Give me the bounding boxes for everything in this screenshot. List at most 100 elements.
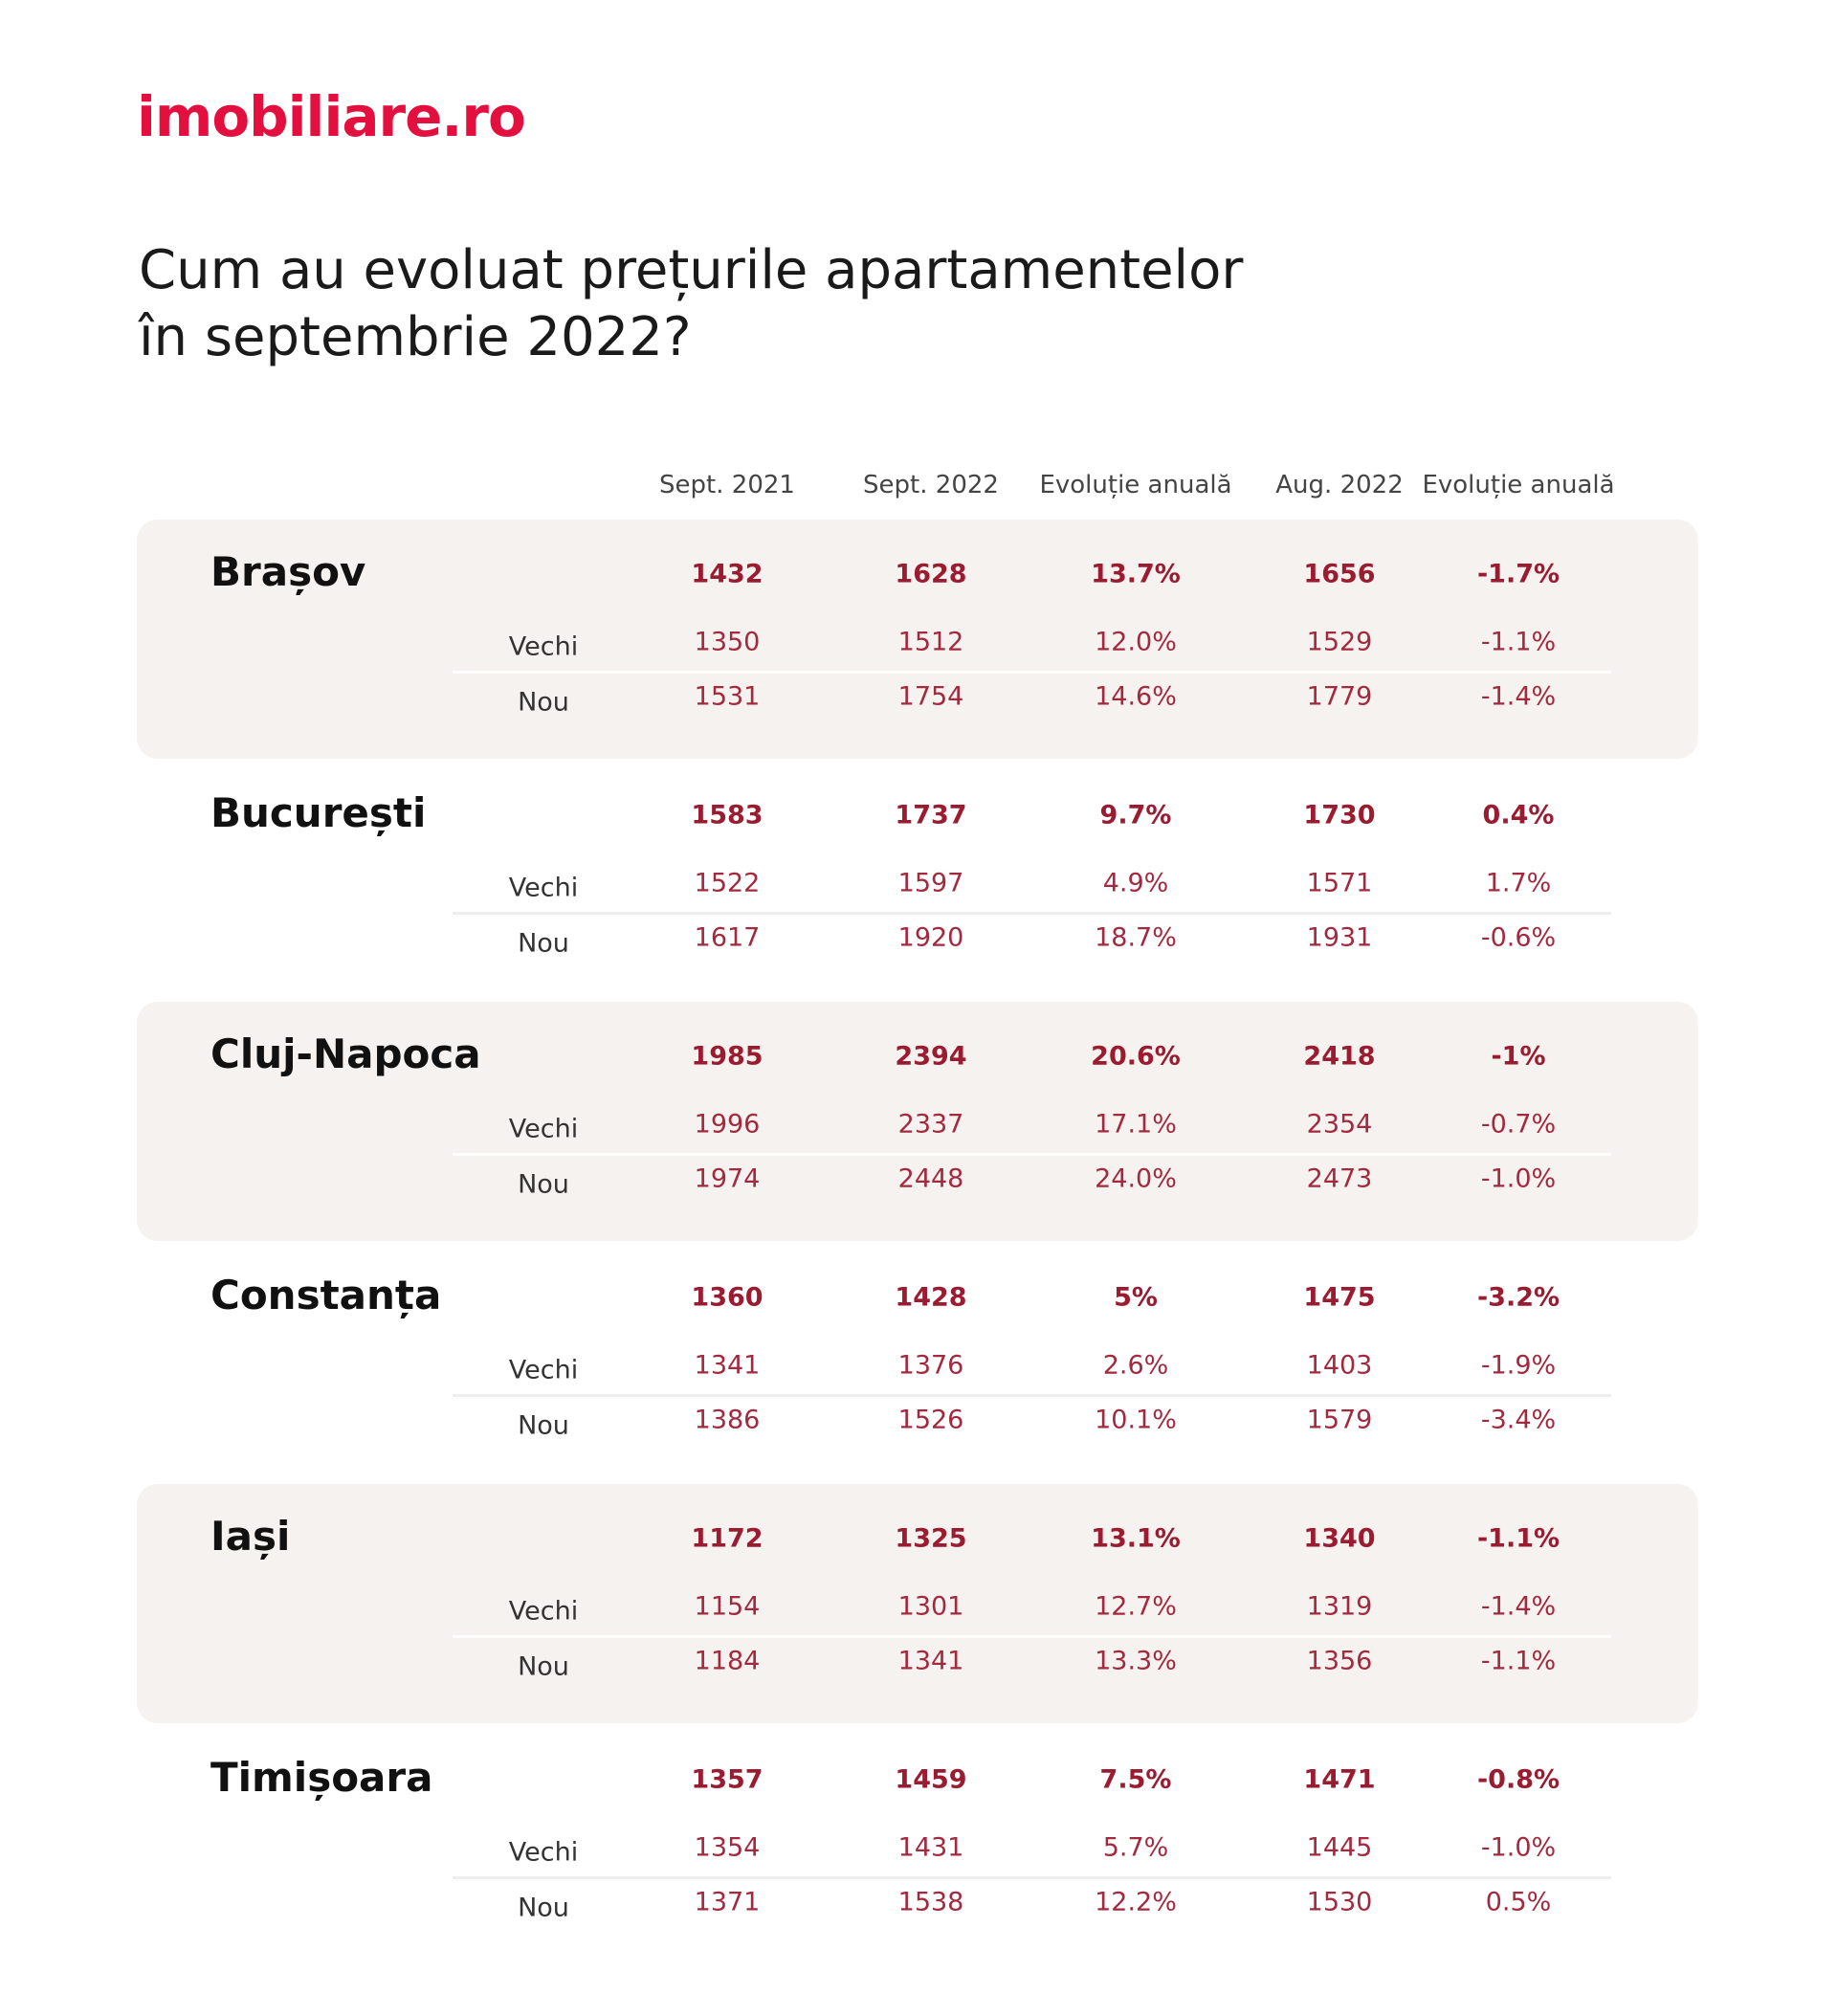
value-total: -1.7% xyxy=(1476,559,1560,589)
value-old: 1431 xyxy=(897,1832,964,1863)
value-new: 1386 xyxy=(694,1405,761,1435)
value-total: 1357 xyxy=(691,1764,764,1795)
value-new: -0.6% xyxy=(1480,922,1557,953)
row-divider xyxy=(453,1635,1611,1638)
value-old: 2337 xyxy=(897,1109,964,1140)
value-total: 5% xyxy=(1114,1282,1158,1313)
value-total: -1% xyxy=(1491,1041,1546,1072)
value-old: 2.6% xyxy=(1102,1350,1169,1381)
value-total: 1428 xyxy=(895,1282,967,1313)
city-block: Brașov Vechi Nou 1432 1628 13.7% 1656 -1.7% 1350… xyxy=(137,520,1698,759)
row-divider xyxy=(453,1876,1611,1879)
value-new: 14.6% xyxy=(1095,681,1177,712)
value-total: -3.2% xyxy=(1476,1282,1560,1313)
value-old: -0.7% xyxy=(1480,1109,1557,1140)
value-old: 1301 xyxy=(897,1591,964,1622)
value-old: 5.7% xyxy=(1102,1832,1169,1863)
column-header: Evoluție anuală xyxy=(1039,471,1232,499)
value-new: 1530 xyxy=(1306,1887,1373,1917)
value-total: 1471 xyxy=(1303,1764,1376,1795)
row-label-old: Vechi xyxy=(508,1596,579,1627)
value-total: 13.7% xyxy=(1091,559,1181,589)
value-new: 13.3% xyxy=(1095,1646,1177,1676)
column-header: Evoluție anuală xyxy=(1422,471,1615,499)
value-old: 1512 xyxy=(897,627,964,657)
value-old: 1341 xyxy=(694,1350,761,1381)
value-old: 1597 xyxy=(897,868,964,898)
value-new: 1356 xyxy=(1306,1646,1373,1676)
value-new: 1931 xyxy=(1306,922,1373,953)
value-old: 1571 xyxy=(1306,868,1373,898)
value-old: 12.0% xyxy=(1095,627,1177,657)
value-total: 1432 xyxy=(691,559,764,589)
value-total: 13.1% xyxy=(1091,1523,1181,1554)
column-header: Aug. 2022 xyxy=(1275,471,1404,499)
value-old: 1319 xyxy=(1306,1591,1373,1622)
row-divider xyxy=(453,1394,1611,1397)
value-total: 2394 xyxy=(895,1041,967,1072)
city-name: Brașov xyxy=(210,548,366,595)
value-total: 1730 xyxy=(1303,800,1376,831)
row-label-old: Vechi xyxy=(508,1837,579,1868)
title-line-2: în septembrie 2022? xyxy=(139,306,692,368)
value-new: 1579 xyxy=(1306,1405,1373,1435)
row-divider xyxy=(453,912,1611,915)
city-name: București xyxy=(210,789,427,836)
value-new: 1371 xyxy=(694,1887,761,1917)
value-new: 1526 xyxy=(897,1405,964,1435)
value-old: 2354 xyxy=(1306,1109,1373,1140)
row-label-new: Nou xyxy=(518,928,569,959)
value-old: -1.4% xyxy=(1480,1591,1557,1622)
value-old: 4.9% xyxy=(1102,868,1169,898)
value-old: 1403 xyxy=(1306,1350,1373,1381)
value-old: -1.1% xyxy=(1480,627,1557,657)
value-total: 1459 xyxy=(895,1764,967,1795)
value-old: 12.7% xyxy=(1095,1591,1177,1622)
page-title: Cum au evoluat prețurile apartamentelor … xyxy=(139,237,1478,371)
city-name: Constanța xyxy=(210,1272,442,1318)
value-total: 9.7% xyxy=(1099,800,1172,831)
value-new: 12.2% xyxy=(1095,1887,1177,1917)
row-label-old: Vechi xyxy=(508,1114,579,1144)
value-total: 20.6% xyxy=(1091,1041,1181,1072)
value-total: 1172 xyxy=(691,1523,764,1554)
value-new: 1531 xyxy=(694,681,761,712)
value-new: 1184 xyxy=(694,1646,761,1676)
value-total: 7.5% xyxy=(1099,1764,1172,1795)
row-label-new: Nou xyxy=(518,1893,569,1923)
value-old: 1354 xyxy=(694,1832,761,1863)
value-total: -0.8% xyxy=(1476,1764,1560,1795)
city-name: Cluj-Napoca xyxy=(210,1030,481,1077)
column-header: Sept. 2021 xyxy=(659,471,795,499)
row-label-new: Nou xyxy=(518,1410,569,1441)
value-new: 1617 xyxy=(694,922,761,953)
value-total: 1340 xyxy=(1303,1523,1376,1554)
value-total: 1628 xyxy=(895,559,967,589)
row-label-new: Nou xyxy=(518,1169,569,1200)
city-block: Cluj-Napoca Vechi Nou 1985 2394 20.6% 2418 -1% 1… xyxy=(137,1002,1698,1241)
row-label-new: Nou xyxy=(518,687,569,718)
value-total: 1475 xyxy=(1303,1282,1376,1313)
city-block: Constanța Vechi Nou 1360 1428 5% 1475 -3.2% 1341… xyxy=(137,1243,1698,1482)
value-new: -1.1% xyxy=(1480,1646,1557,1676)
value-new: 1779 xyxy=(1306,681,1373,712)
value-total: 1325 xyxy=(895,1523,967,1554)
row-label-old: Vechi xyxy=(508,631,579,662)
value-new: -3.4% xyxy=(1480,1405,1557,1435)
value-new: 2448 xyxy=(897,1163,964,1194)
title-line-1: Cum au evoluat prețurile apartamentelor xyxy=(139,239,1244,301)
value-new: 1974 xyxy=(694,1163,761,1194)
row-divider xyxy=(453,1153,1611,1156)
value-new: 10.1% xyxy=(1095,1405,1177,1435)
city-name: Timișoara xyxy=(210,1754,433,1801)
column-header: Sept. 2022 xyxy=(863,471,999,499)
city-block: București Vechi Nou 1583 1737 9.7% 1730 0.4% 152… xyxy=(137,761,1698,1000)
value-old: 1350 xyxy=(694,627,761,657)
value-total: 2418 xyxy=(1303,1041,1376,1072)
value-old: -1.9% xyxy=(1480,1350,1557,1381)
value-old: 1445 xyxy=(1306,1832,1373,1863)
value-old: 1529 xyxy=(1306,627,1373,657)
value-old: 1996 xyxy=(694,1109,761,1140)
value-new: 18.7% xyxy=(1095,922,1177,953)
city-name: Iași xyxy=(210,1513,291,1560)
